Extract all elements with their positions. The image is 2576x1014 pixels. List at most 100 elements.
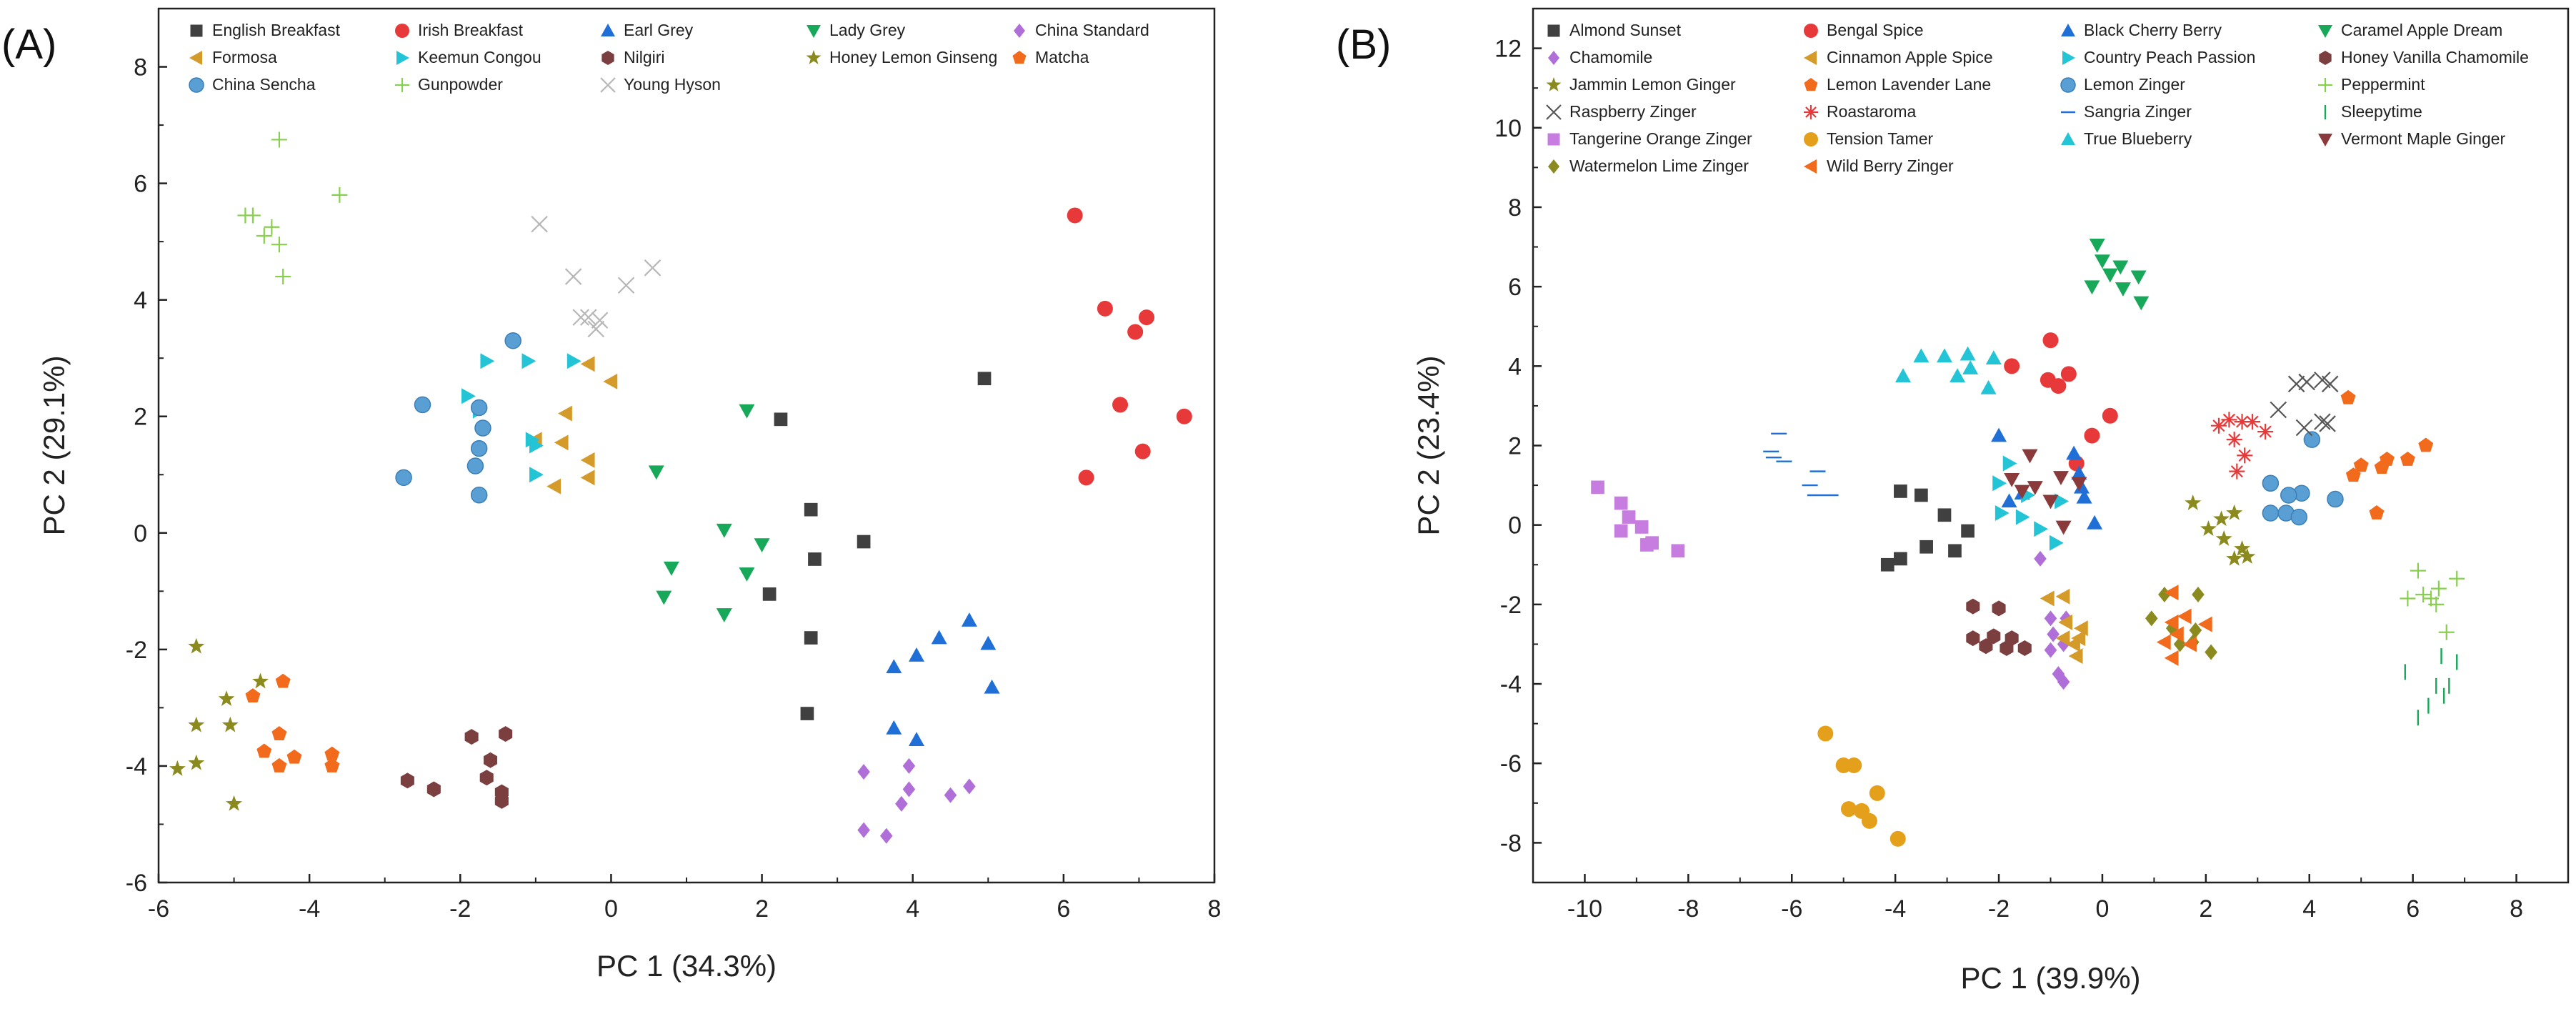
panel-b-legend-label-black-cherry-berry: Black Cherry Berry — [2084, 21, 2222, 39]
panel-a-point-english-breakfast — [977, 372, 992, 386]
panel-b-point-caramel-apple-dream — [2089, 238, 2105, 253]
panel-a-point-china-sencha — [470, 399, 488, 417]
panel-a-point-lady-grey — [663, 561, 679, 576]
panel-b-legend-label-lemon-lavender-lane: Lemon Lavender Lane — [1827, 75, 1991, 94]
panel-a-point-matcha — [286, 749, 302, 764]
panel-a-point-english-breakfast — [804, 502, 818, 517]
panel-a-point-irish-breakfast — [1134, 443, 1151, 459]
panel-b-x-tick-label: 8 — [2510, 895, 2523, 923]
panel-b-point-raspberry-zinger — [2295, 419, 2313, 437]
panel-b-point-black-cherry-berry — [2066, 445, 2082, 460]
panel-a-y-tick-label: -6 — [126, 870, 147, 897]
panel-b-point-country-peach-passion — [1995, 505, 2010, 522]
panel-b-series-jammin-lemon-ginger — [2185, 494, 2256, 566]
panel-a-point-nilgiri — [464, 729, 479, 745]
panel-a-series-nilgiri — [400, 726, 513, 809]
panel-a-legend-label-formosa: Formosa — [212, 48, 277, 66]
panel-b-point-jammin-lemon-ginger — [2200, 520, 2217, 537]
panel-b-legend-marker-true-blueberry — [2061, 132, 2075, 145]
panel-a-point-gunpowder — [256, 227, 272, 244]
panel-b-point-chamomile — [2057, 674, 2070, 690]
panel-b-point-roastaroma — [2210, 417, 2227, 434]
panel-b-y-tick-label: 12 — [1494, 36, 1522, 63]
panel-b-point-jammin-lemon-ginger — [2226, 504, 2243, 520]
panel-b-point-lemon-lavender-lane — [2369, 505, 2385, 520]
panel-b-series-wild-berry-zinger — [2156, 585, 2212, 666]
panel-a-point-gunpowder — [271, 237, 287, 253]
panel-b-point-almond-sunset — [1948, 544, 1962, 558]
panel-b-series-lemon-zinger — [2262, 431, 2344, 526]
panel-a-legend-label-english-breakfast: English Breakfast — [212, 21, 341, 39]
panel-b-legend-marker-honey-vanilla-chamomile — [2319, 51, 2332, 65]
panel-b-point-roastaroma — [2257, 424, 2274, 440]
panel-a-series-lady-grey — [648, 404, 770, 622]
panel-b-point-almond-sunset — [1937, 508, 1952, 522]
panel-b-legend-marker-peppermint — [2318, 78, 2332, 92]
panel-a-legend-marker-gunpowder — [395, 78, 409, 92]
panel-b-point-jammin-lemon-ginger — [2213, 510, 2230, 527]
panel-b-point-tangerine-orange-zinger — [1640, 538, 1654, 552]
panel-b-legend-marker-raspberry-zinger — [1546, 104, 1562, 120]
panel-b-x-tick-label: 0 — [2095, 895, 2109, 923]
panel-b-point-lemon-zinger — [2290, 508, 2308, 526]
panel-b-point-country-peach-passion — [2049, 535, 2064, 551]
panel-b-point-almond-sunset — [1894, 552, 1907, 566]
panel-a-series-keemun-congou — [461, 353, 581, 483]
panel-b-series-black-cherry-berry — [1991, 427, 2103, 530]
panel-a-point-irish-breakfast — [1176, 408, 1192, 424]
panel-b-point-tangerine-orange-zinger — [1591, 480, 1604, 494]
panel-b-legend-label-tension-tamer: Tension Tamer — [1827, 129, 1933, 148]
panel-a-point-irish-breakfast — [1067, 207, 1083, 224]
panel-b-point-tension-tamer — [1817, 725, 1834, 742]
panel-b-point-bengal-spice — [2060, 366, 2077, 382]
panel-b-point-chamomile — [2052, 666, 2065, 682]
panel-a-x-tick-label: 2 — [755, 895, 769, 923]
panel-b-point-bengal-spice — [2004, 358, 2020, 374]
panel-a-point-irish-breakfast — [1078, 469, 1094, 486]
panel-b-point-vermont-maple-ginger — [2055, 520, 2072, 535]
panel-a-point-china-standard — [895, 795, 908, 812]
panel-b-point-lemon-zinger — [2303, 431, 2321, 448]
panel-b-legend-label-roastaroma: Roastaroma — [1827, 102, 1916, 121]
panel-a-point-china-sencha — [470, 439, 488, 457]
panel-b-legend-marker-tension-tamer — [1804, 132, 1818, 146]
panel-a-point-earl-grey — [908, 647, 924, 662]
panel-b-point-country-peach-passion — [2055, 493, 2069, 510]
panel-b-legend-marker-almond-sunset — [1547, 24, 1560, 37]
panel-a-legend-marker-china-standard — [1014, 24, 1025, 38]
panel-b-point-vermont-maple-ginger — [2022, 449, 2038, 464]
panel-b-legend-marker-lemon-lavender-lane — [1804, 78, 1818, 91]
panel-b-point-raspberry-zinger — [2319, 415, 2336, 432]
panel-b-point-almond-sunset — [1914, 488, 1928, 502]
panel-b-point-vermont-maple-ginger — [2071, 477, 2087, 492]
panel-b-series-raspberry-zinger — [2270, 371, 2339, 437]
panel-b-y-tick-label: 6 — [1508, 274, 1522, 301]
panel-a-y-tick-label: 8 — [134, 54, 147, 81]
panel-b-point-wild-berry-zinger — [2164, 614, 2179, 630]
panel-b-point-lemon-lavender-lane — [2353, 457, 2369, 472]
panel-b-legend-label-sleepytime: Sleepytime — [2341, 102, 2422, 121]
panel-b-point-bengal-spice — [2102, 407, 2118, 424]
panel-a-point-english-breakfast — [800, 707, 814, 720]
panel-b-point-watermelon-lime-zinger — [2158, 586, 2171, 602]
panel-b-legend-marker-chamomile — [1548, 51, 1559, 65]
panel-b-point-true-blueberry — [1895, 368, 1912, 383]
panel-a-legend-label-irish-breakfast: Irish Breakfast — [418, 21, 524, 39]
panel-b-point-caramel-apple-dream — [2133, 296, 2150, 311]
panel-b-series-bengal-spice — [2004, 332, 2118, 472]
panel-b-point-tension-tamer — [1869, 785, 1885, 801]
panel-a-point-china-standard — [902, 781, 916, 797]
panel-a-point-nilgiri — [426, 781, 441, 797]
panel-b-legend-marker-watermelon-lime-zinger — [1548, 159, 1559, 174]
panel-a-x-tick-label: -2 — [449, 895, 471, 923]
panel-a-point-nilgiri — [479, 770, 494, 786]
panel-b-series-almond-sunset — [1880, 484, 1975, 572]
panel-a-x-tick-label: -6 — [148, 895, 169, 923]
panel-b-y-tick-label: -6 — [1500, 750, 1522, 777]
panel-b-point-almond-sunset — [1880, 557, 1894, 572]
panel-a-legend-marker-china-sencha — [189, 77, 204, 93]
panel-a-legend-marker-irish-breakfast — [395, 24, 409, 38]
panel-b-x-tick-label: -6 — [1781, 895, 1802, 923]
panel-b-x-tick-label: -8 — [1677, 895, 1699, 923]
